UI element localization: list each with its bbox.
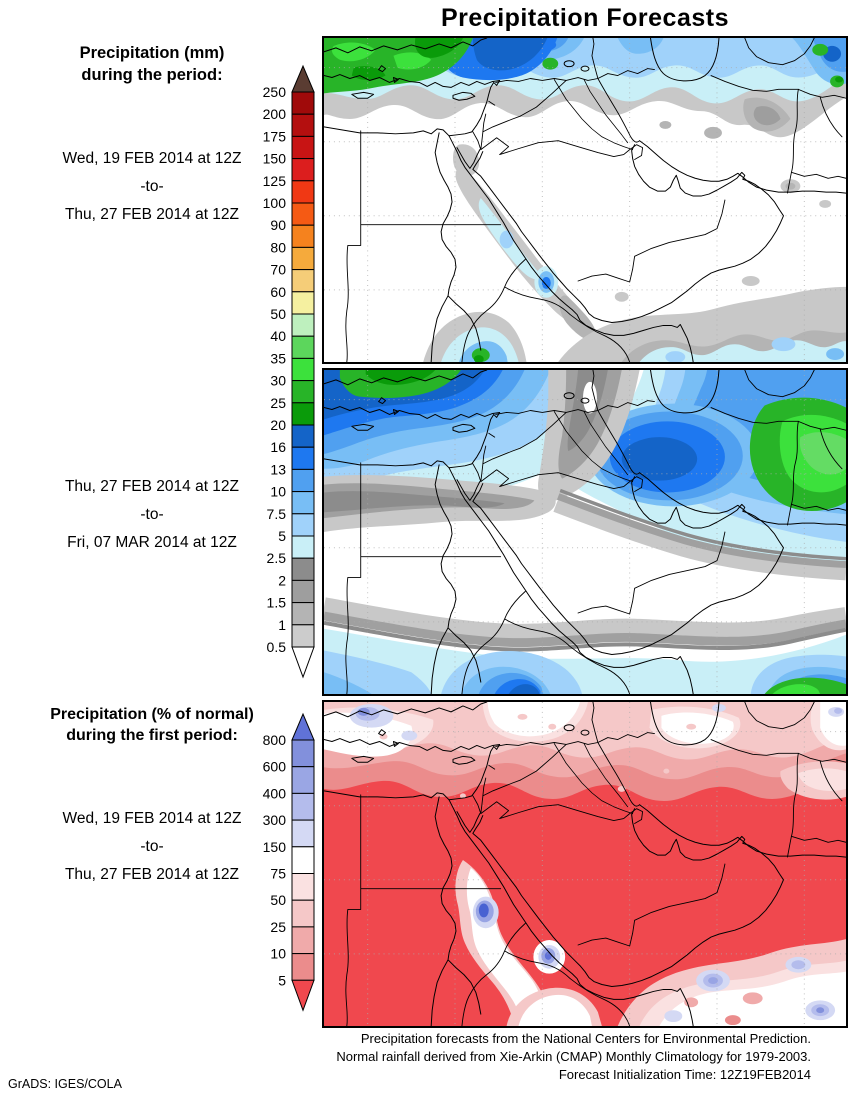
svg-text:70: 70 (270, 262, 286, 278)
svg-text:13: 13 (270, 461, 286, 477)
map-panel-1-precip-mm-period1 (322, 36, 848, 364)
svg-text:16: 16 (270, 439, 286, 455)
panel1-header-line1: Precipitation (mm) (79, 44, 225, 62)
svg-text:250: 250 (263, 84, 287, 100)
panel1-header-line2: during the period: (81, 66, 223, 84)
svg-text:35: 35 (270, 350, 286, 366)
panel1-date-separator: -to- (140, 178, 164, 195)
svg-text:1: 1 (278, 617, 286, 633)
svg-text:200: 200 (263, 106, 287, 122)
svg-text:60: 60 (270, 284, 286, 300)
svg-text:5: 5 (278, 528, 286, 544)
panel2-date-separator: -to- (140, 506, 164, 523)
panel3-header-line2: during the first period: (66, 727, 238, 744)
svg-text:100: 100 (263, 195, 287, 211)
svg-text:30: 30 (270, 373, 286, 389)
svg-text:90: 90 (270, 217, 286, 233)
svg-text:125: 125 (263, 173, 287, 189)
map-panel-3-percent-normal (322, 700, 848, 1028)
footer-caption: Precipitation forecasts from the Nationa… (322, 1030, 811, 1084)
panel3-header-line1: Precipitation (% of normal) (50, 706, 254, 723)
svg-text:400: 400 (263, 785, 287, 801)
svg-text:300: 300 (263, 812, 287, 828)
svg-text:10: 10 (270, 946, 286, 962)
svg-text:150: 150 (263, 839, 287, 855)
panel2-date-to: Fri, 07 MAR 2014 at 12Z (67, 534, 237, 551)
panel3-date-separator: -to- (140, 838, 164, 855)
svg-text:0.5: 0.5 (267, 639, 287, 655)
footer-line3: Forecast Initialization Time: 12Z19FEB20… (558, 1067, 811, 1082)
svg-text:25: 25 (270, 395, 286, 411)
footer-line1: Precipitation forecasts from the Nationa… (360, 1031, 811, 1046)
svg-text:50: 50 (270, 892, 286, 908)
svg-text:600: 600 (263, 759, 287, 775)
map-panel-2-precip-mm-period2 (322, 368, 848, 696)
svg-text:40: 40 (270, 328, 286, 344)
svg-text:80: 80 (270, 239, 286, 255)
svg-text:10: 10 (270, 484, 286, 500)
panel1-date-from: Wed, 19 FEB 2014 at 12Z (62, 150, 242, 167)
panel1-date-to: Thu, 27 FEB 2014 at 12Z (64, 206, 240, 223)
page-title: Precipitation Forecasts (441, 4, 729, 32)
svg-text:20: 20 (270, 417, 286, 433)
colorbar-percent-normal: 800 600 400 300 150 75 50 25 10 5 (263, 712, 315, 1012)
svg-text:800: 800 (263, 732, 287, 748)
panel2-date-from: Thu, 27 FEB 2014 at 12Z (64, 478, 240, 495)
svg-text:150: 150 (263, 151, 287, 167)
svg-text:50: 50 (270, 306, 286, 322)
svg-text:7.5: 7.5 (267, 506, 287, 522)
svg-text:75: 75 (270, 866, 286, 882)
footer-line2: Normal rainfall derived from Xie-Arkin (… (336, 1049, 811, 1064)
svg-text:1.5: 1.5 (267, 595, 287, 611)
svg-text:25: 25 (270, 919, 286, 935)
panel3-date-to: Thu, 27 FEB 2014 at 12Z (64, 866, 240, 883)
colorbar-precip-mm: 2502001751501251009080706050403530252016… (263, 64, 315, 679)
svg-text:175: 175 (263, 128, 287, 144)
svg-text:2.5: 2.5 (267, 550, 287, 566)
grads-credit: GrADS: IGES/COLA (8, 1077, 122, 1091)
svg-text:5: 5 (278, 972, 286, 988)
panel3-date-from: Wed, 19 FEB 2014 at 12Z (62, 810, 242, 827)
svg-text:2: 2 (278, 572, 286, 588)
